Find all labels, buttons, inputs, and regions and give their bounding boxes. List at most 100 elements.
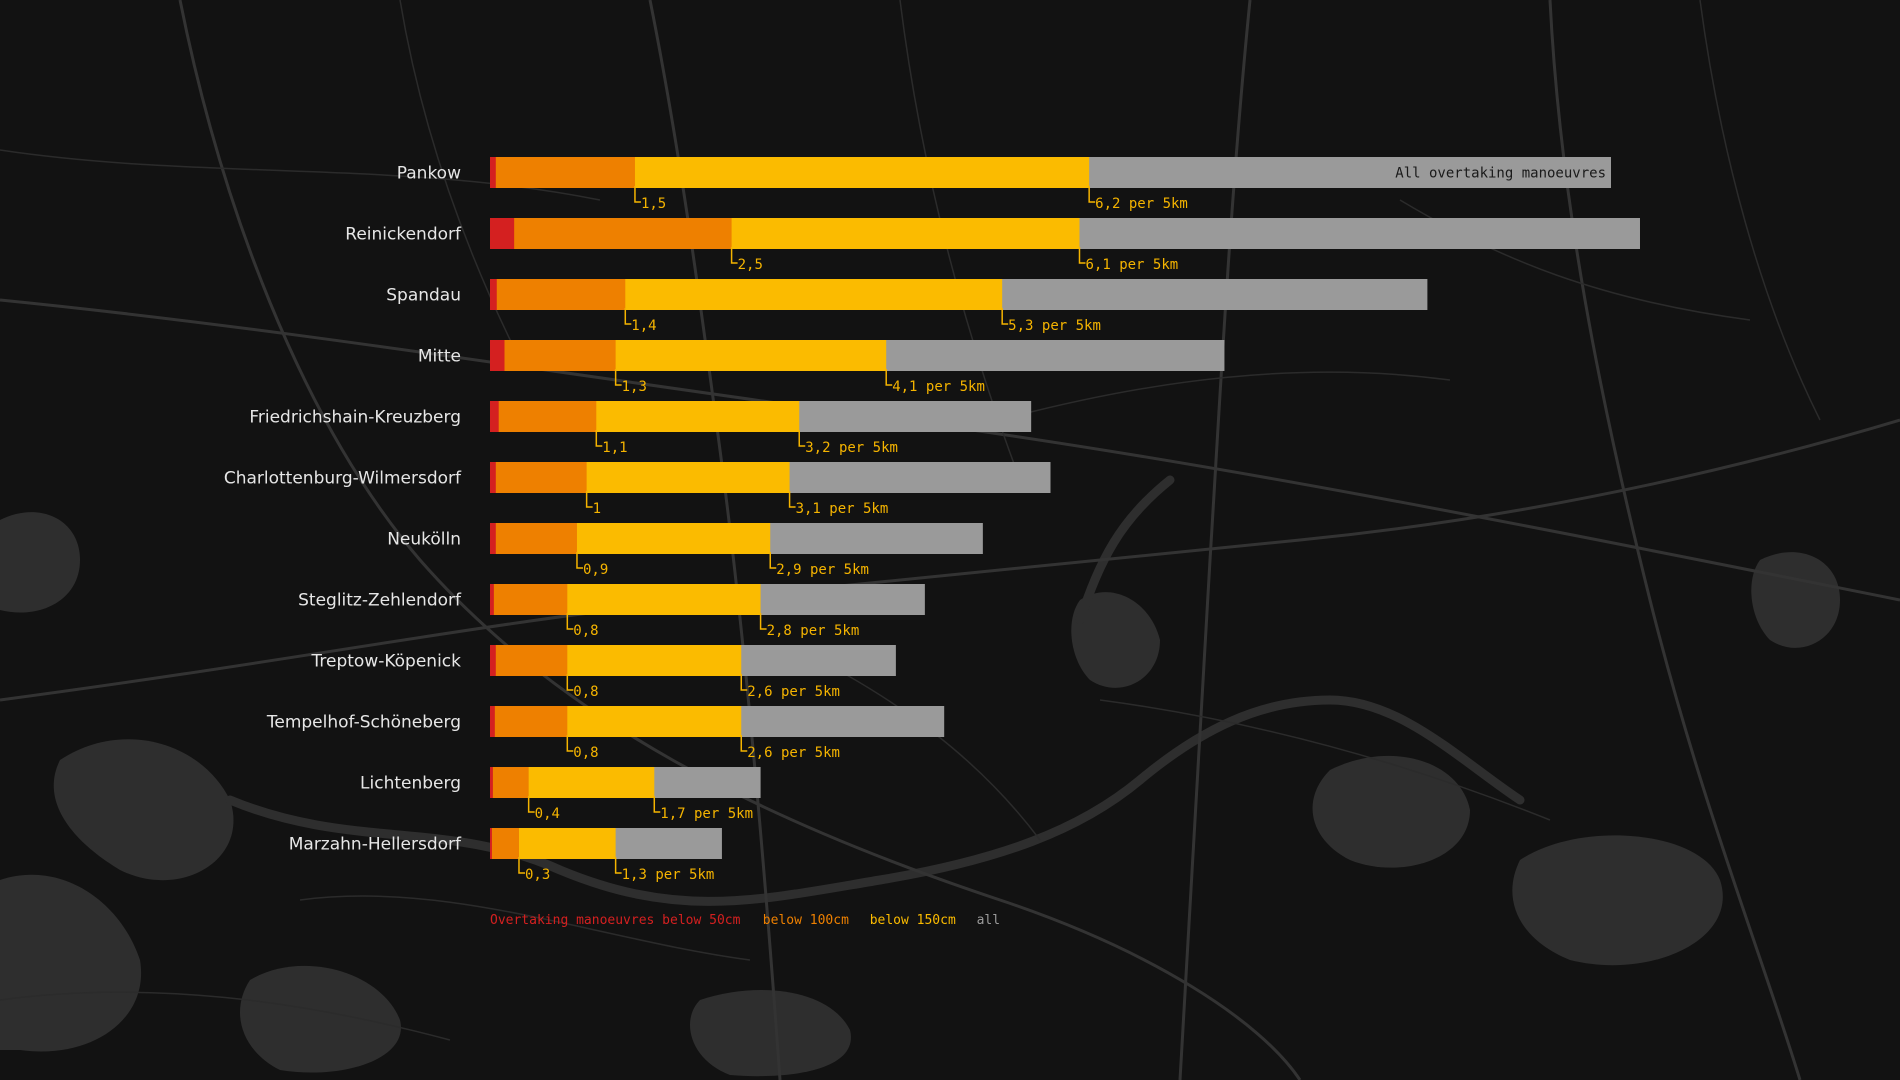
value-label-below-150: 1,3 per 5km <box>622 867 715 883</box>
value-label-below-100: 0,8 <box>573 684 598 700</box>
value-label-below-150: 4,1 per 5km <box>892 379 985 395</box>
value-label-below-150: 5,3 per 5km <box>1008 318 1101 334</box>
bar-segment-below-100 <box>490 462 587 493</box>
value-label-below-150: 1,7 per 5km <box>660 806 753 822</box>
district-label: Marzahn-Hellersdorf <box>289 835 462 855</box>
district-label: Pankow <box>397 164 461 184</box>
district-label: Friedrichshain-Kreuzberg <box>249 408 461 428</box>
district-label: Reinickendorf <box>345 225 462 245</box>
value-label-below-150: 3,1 per 5km <box>796 501 889 517</box>
value-label-below-100: 1,3 <box>622 379 647 395</box>
bar-segment-below-100 <box>490 157 635 188</box>
all-overtaking-annotation: All overtaking manoeuvres <box>1395 166 1606 182</box>
leader-line <box>740 674 748 691</box>
map-water <box>690 990 851 1077</box>
bar-segment-below-50 <box>490 401 499 432</box>
leader-line <box>576 552 583 569</box>
bar-segment-below-100 <box>490 828 519 859</box>
legend-item: Overtaking manoeuvres below 50cm <box>490 913 741 928</box>
bar-segment-below-100 <box>490 645 568 676</box>
district-label: Lichtenberg <box>360 774 461 794</box>
bars-layer: Pankow 1,5 6,2 per 5km All overtaking manoe… <box>224 157 1640 883</box>
map-water <box>1512 835 1723 966</box>
value-label-below-100: 0,8 <box>573 745 598 761</box>
value-label-below-100: 0,8 <box>573 623 598 639</box>
value-label-below-150: 6,1 per 5km <box>1085 257 1178 273</box>
leader-line <box>595 430 603 447</box>
bar-row: Spandau 1,4 5,3 per 5km <box>386 279 1428 334</box>
leader-line <box>1078 247 1086 264</box>
bar-row: Marzahn-Hellersdorf 0,3 1,3 per 5km <box>289 828 722 883</box>
leader-line <box>527 796 535 813</box>
map-road <box>999 371 1451 421</box>
value-label-below-100: 0,9 <box>583 562 608 578</box>
bar-segment-below-50 <box>490 340 505 371</box>
map-water <box>0 874 142 1052</box>
value-label-below-100: 0,3 <box>525 867 550 883</box>
value-label-below-100: 1,4 <box>631 318 656 334</box>
district-label: Charlottenburg-Wilmersdorf <box>224 469 462 489</box>
value-label-below-100: 1 <box>593 501 601 517</box>
bar-row: Lichtenberg 0,4 1,7 per 5km <box>360 767 761 822</box>
leader-line <box>634 186 641 203</box>
map-road <box>0 418 1900 702</box>
bar-segment-below-50 <box>490 584 494 615</box>
bar-segment-below-50 <box>490 645 496 676</box>
leader-line <box>740 735 748 752</box>
map-road <box>1699 0 1821 421</box>
leader-line <box>788 491 796 508</box>
bar-segment-below-50 <box>490 828 492 859</box>
leader-line <box>1001 308 1009 325</box>
bar-segment-below-100 <box>490 218 732 249</box>
leader-line <box>624 308 632 325</box>
district-label: Tempelhof-Schöneberg <box>266 713 461 733</box>
value-label-below-150: 2,6 per 5km <box>747 684 840 700</box>
map-water <box>1071 592 1160 688</box>
bar-row: Neukölln 0,9 2,9 per 5km <box>387 523 983 578</box>
map-water <box>1312 755 1470 868</box>
leader-line <box>1088 186 1096 203</box>
value-label-below-150: 2,6 per 5km <box>747 745 840 761</box>
bar-row: Pankow 1,5 6,2 per 5km All overtaking manoe… <box>397 157 1611 212</box>
bar-row: Tempelhof-Schöneberg 0,8 2,6 per 5km <box>266 706 945 761</box>
leader-line <box>614 369 622 386</box>
bar-row: Steglitz-Zehlendorf 0,8 2,8 per 5km <box>298 584 925 639</box>
leader-line <box>759 613 767 630</box>
district-label: Steglitz-Zehlendorf <box>298 591 462 611</box>
value-label-below-150: 3,2 per 5km <box>805 440 898 456</box>
leader-line <box>585 491 593 508</box>
bar-row: Mitte 1,3 4,1 per 5km <box>418 340 1225 395</box>
leader-line <box>653 796 661 813</box>
map-river <box>1075 475 1175 625</box>
map-road <box>299 895 751 961</box>
leader-line <box>566 613 574 630</box>
leader-line <box>885 369 893 386</box>
legend-item: below 100cm <box>763 913 849 928</box>
bar-row: Reinickendorf 2,5 6,1 per 5km <box>345 218 1640 273</box>
leader-line <box>614 857 622 874</box>
value-label-below-100: 0,4 <box>535 806 560 822</box>
bar-segment-below-100 <box>490 279 626 310</box>
value-label-below-150: 6,2 per 5km <box>1095 196 1188 212</box>
district-label: Spandau <box>386 286 461 306</box>
bar-segment-below-100 <box>490 584 568 615</box>
bar-segment-below-100 <box>490 523 577 554</box>
district-label: Mitte <box>418 347 461 367</box>
value-label-below-100: 2,5 <box>738 257 763 273</box>
leader-line <box>518 857 525 874</box>
district-label: Neukölln <box>387 530 461 550</box>
bar-segment-below-50 <box>490 279 497 310</box>
bar-segment-below-100 <box>490 706 568 737</box>
bar-row: Treptow-Köpenick 0,8 2,6 per 5km <box>311 645 896 700</box>
value-label-below-100: 1,1 <box>602 440 627 456</box>
map-road <box>0 991 451 1041</box>
map-river <box>225 775 1145 906</box>
bar-segment-below-100 <box>490 401 597 432</box>
bar-segment-below-50 <box>490 218 515 249</box>
bar-segment-below-100 <box>490 340 616 371</box>
bar-segment-below-100 <box>490 767 529 798</box>
map-water <box>53 739 234 881</box>
bar-segment-below-50 <box>490 767 493 798</box>
